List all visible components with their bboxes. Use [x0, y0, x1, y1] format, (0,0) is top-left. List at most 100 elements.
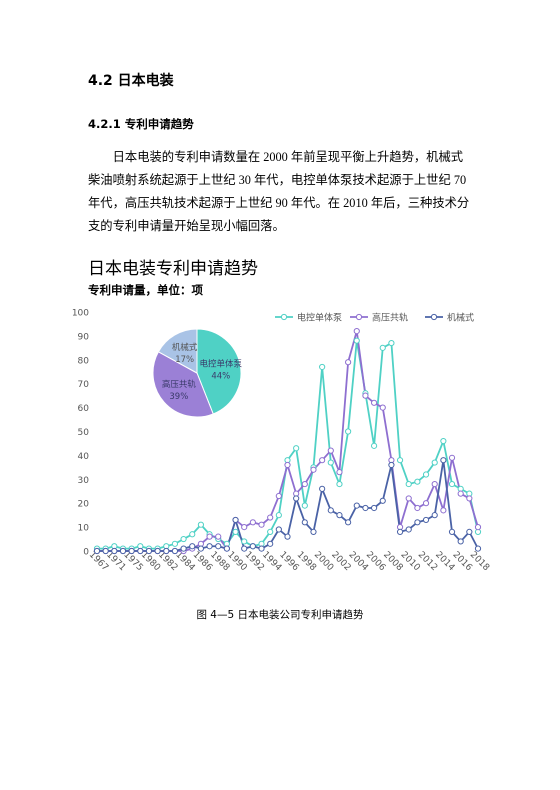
point-marker	[128, 547, 135, 555]
y-tick-label: 40	[78, 452, 90, 462]
point-marker	[431, 512, 438, 519]
point-marker	[422, 500, 430, 507]
point-marker	[189, 543, 196, 550]
point-marker	[379, 344, 386, 351]
pie-slice	[152, 351, 214, 418]
point-marker	[319, 457, 326, 464]
point-marker	[327, 447, 334, 454]
point-marker	[206, 543, 213, 550]
point-marker	[215, 533, 222, 540]
y-tick-label: 80	[78, 356, 90, 366]
point-marker	[370, 399, 378, 406]
pie-value-label: 17%	[175, 355, 194, 365]
point-marker	[301, 519, 308, 526]
point-marker	[93, 547, 101, 555]
point-marker	[301, 502, 308, 509]
point-marker	[258, 545, 265, 552]
point-marker	[275, 512, 282, 519]
point-marker	[457, 490, 464, 497]
point-marker	[154, 547, 161, 555]
y-tick-label: 10	[78, 524, 90, 534]
legend-marker	[355, 313, 363, 321]
point-marker	[310, 528, 317, 535]
point-marker	[362, 504, 369, 512]
point-marker	[336, 512, 343, 519]
chart: 日本电装专利申请趋势 专利申请量，单位：项 图 4—5 日本电装公司专利申请趋势…	[72, 259, 491, 621]
point-marker	[163, 547, 170, 555]
y-tick-label: 90	[78, 332, 90, 342]
legend-label: 机械式	[447, 312, 474, 324]
point-marker	[267, 514, 274, 521]
point-marker	[431, 459, 438, 466]
point-marker	[474, 545, 482, 552]
point-marker	[353, 502, 360, 509]
legend-marker	[430, 313, 438, 321]
point-marker	[466, 495, 473, 502]
point-marker	[379, 404, 386, 411]
point-marker	[137, 547, 144, 555]
point-marker	[327, 459, 334, 466]
pie-label: 机械式	[172, 342, 198, 353]
point-marker	[370, 442, 378, 449]
pie-value-label: 39%	[169, 392, 188, 402]
point-marker	[301, 480, 308, 488]
point-marker	[267, 528, 274, 535]
point-marker	[119, 547, 127, 555]
y-tick-label: 70	[78, 380, 90, 390]
point-marker	[345, 519, 352, 526]
chart-title: 日本电装专利申请趋势	[88, 259, 258, 279]
point-marker	[310, 466, 317, 473]
point-marker	[171, 540, 179, 547]
point-marker	[345, 428, 352, 435]
legend-label: 电控单体泵	[297, 312, 342, 324]
y-tick-label: 30	[78, 476, 90, 486]
point-marker	[232, 528, 239, 535]
y-tick-label: 60	[78, 404, 90, 414]
point-marker	[241, 538, 248, 545]
point-marker	[319, 485, 326, 492]
point-marker	[414, 519, 421, 526]
point-marker	[275, 526, 282, 533]
point-marker	[258, 521, 265, 528]
y-tick-label: 50	[78, 428, 90, 438]
paragraph: 日本电装的专利申请数量在 2000 年前呈现平衡上升趋势，机械式柴油喷射系统起源…	[88, 150, 470, 233]
heading: 4.2 日本电装	[88, 73, 174, 89]
point-marker	[474, 524, 482, 531]
point-marker	[422, 516, 430, 524]
point-marker	[440, 437, 447, 445]
point-marker	[171, 547, 179, 555]
point-marker	[457, 538, 464, 545]
point-marker	[249, 543, 256, 550]
point-marker	[466, 528, 473, 535]
point-marker	[197, 545, 205, 552]
point-marker	[440, 457, 447, 464]
y-tick-label: 20	[78, 500, 90, 510]
point-marker	[336, 480, 343, 488]
point-marker	[370, 504, 378, 512]
point-marker	[267, 540, 274, 547]
subheading: 4.2.1 专利申请趋势	[88, 117, 194, 131]
point-marker	[353, 337, 360, 344]
point-marker	[102, 547, 109, 555]
point-marker	[448, 454, 456, 461]
point-marker	[284, 533, 291, 540]
pie-slice	[157, 328, 198, 374]
x-tick-label: 2018	[468, 550, 491, 573]
point-marker	[388, 461, 395, 469]
point-marker	[440, 507, 447, 514]
point-marker	[223, 545, 230, 552]
pie-value-label: 44%	[211, 371, 230, 381]
point-marker	[414, 478, 421, 485]
point-marker	[396, 528, 404, 535]
caption: 图 4—5 日本电装公司专利申请趋势	[196, 608, 364, 621]
point-marker	[362, 392, 369, 399]
point-marker	[189, 531, 196, 538]
point-marker	[448, 528, 456, 535]
point-marker	[379, 497, 386, 504]
point-marker	[215, 543, 222, 550]
point-marker	[275, 492, 282, 500]
point-marker	[293, 445, 300, 452]
point-marker	[448, 480, 456, 488]
point-marker	[422, 471, 430, 478]
legend-label: 高压共轨	[372, 312, 408, 324]
